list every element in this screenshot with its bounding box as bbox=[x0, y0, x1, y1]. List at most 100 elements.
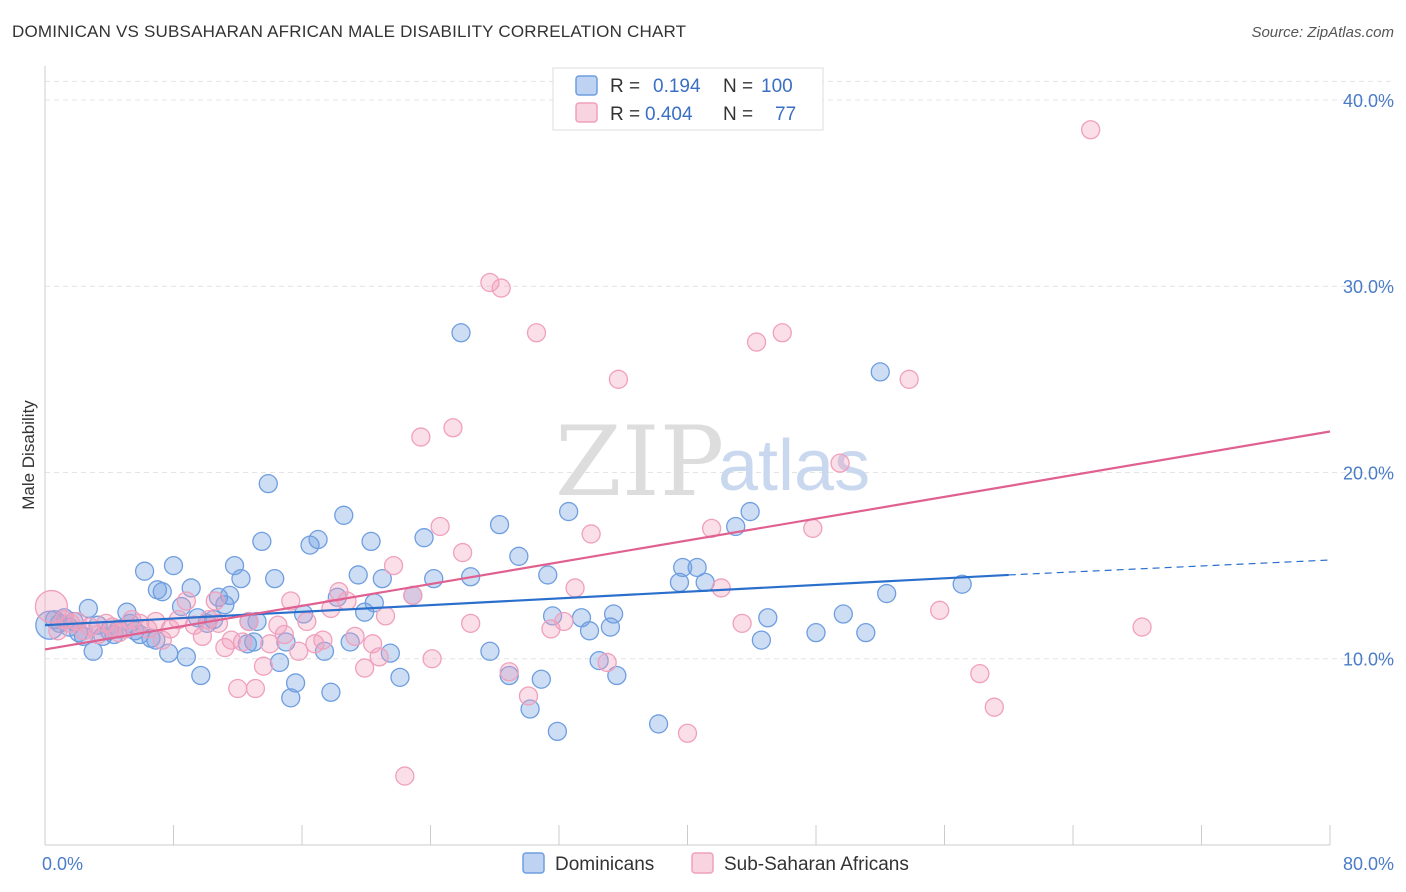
y-axis-label: Male Disability bbox=[19, 400, 38, 510]
dominicans-point bbox=[648, 714, 669, 734]
subsaharan-point bbox=[422, 649, 442, 669]
dominicans-point bbox=[673, 557, 693, 578]
subsaharan-point bbox=[491, 278, 511, 298]
trend-lines bbox=[44, 430, 1331, 651]
legend-r-value-1: 0.194 bbox=[653, 76, 701, 97]
subsaharan-point bbox=[461, 613, 481, 633]
subsaharan-point bbox=[443, 418, 463, 438]
series-legend-swatch-dominicans bbox=[522, 852, 545, 874]
dominicans-point bbox=[191, 665, 211, 686]
dominicans-point bbox=[877, 583, 897, 604]
dominicans-point bbox=[695, 572, 715, 593]
subsaharan-point bbox=[499, 662, 519, 682]
dominicans-point bbox=[265, 568, 285, 589]
dominicans-point bbox=[281, 688, 301, 708]
subsaharan-point bbox=[1081, 120, 1101, 140]
dominicans-point bbox=[252, 531, 272, 552]
subsaharan-point bbox=[215, 637, 235, 658]
subsaharan-point bbox=[375, 606, 396, 626]
dominicans-point bbox=[480, 641, 500, 661]
subsaharan-point bbox=[554, 611, 574, 632]
dominicans-point bbox=[334, 505, 354, 525]
dominicans-point bbox=[870, 362, 890, 382]
dominicans-trend-extension bbox=[1008, 559, 1331, 576]
watermark: ZIP atlas bbox=[555, 406, 870, 518]
axes bbox=[44, 66, 1331, 846]
subsaharan-point bbox=[1132, 617, 1152, 637]
dominicans-point bbox=[361, 531, 381, 552]
subsaharan-point bbox=[746, 332, 767, 352]
y-tick-label: 40.0% bbox=[1343, 91, 1394, 111]
subsaharan-point bbox=[411, 427, 431, 447]
dominicans-point bbox=[285, 673, 306, 693]
series-legend-swatch-subsaharan bbox=[691, 852, 714, 874]
dominicans-point bbox=[806, 623, 826, 643]
dominicans-point bbox=[489, 514, 510, 535]
watermark-zip: ZIP bbox=[555, 406, 724, 518]
subsaharan-point bbox=[803, 518, 823, 538]
dominicans-point bbox=[751, 630, 772, 650]
dominicans-point bbox=[687, 557, 707, 578]
dominicans-point bbox=[740, 501, 760, 522]
dominicans-point bbox=[589, 650, 609, 671]
subsaharan-point bbox=[711, 578, 731, 598]
subsaharan-point bbox=[281, 591, 301, 611]
y-tick-label: 10.0% bbox=[1343, 650, 1394, 670]
y-tick-label: 30.0% bbox=[1343, 277, 1394, 297]
dominicans-point bbox=[215, 595, 235, 615]
dominicans-point bbox=[220, 585, 240, 606]
dominicans-point bbox=[538, 565, 558, 585]
legend-n-value-1: 100 bbox=[761, 76, 793, 97]
legend-swatch-dominicans bbox=[575, 75, 598, 96]
subsaharan-point bbox=[321, 598, 341, 619]
dominicans-point bbox=[509, 546, 529, 566]
subsaharan-point bbox=[152, 630, 172, 650]
subsaharan-point bbox=[597, 652, 617, 673]
subsaharan-point bbox=[395, 766, 415, 786]
subsaharan-trend-line bbox=[44, 430, 1331, 651]
dominicans-point bbox=[321, 682, 341, 702]
watermark-atlas: atlas bbox=[718, 426, 870, 506]
dominicans-point bbox=[258, 473, 278, 494]
dominicans-point bbox=[856, 623, 876, 643]
legend-swatch-subsaharan bbox=[575, 102, 598, 123]
series-legend: Dominicans Sub-Saharan Africans bbox=[522, 852, 909, 875]
dominicans-trend-line bbox=[44, 573, 1009, 627]
dominicans-point bbox=[163, 555, 184, 576]
dominicans-point bbox=[390, 667, 410, 688]
subsaharan-point bbox=[970, 663, 990, 684]
subsaharan-point bbox=[228, 678, 248, 699]
subsaharan-point bbox=[297, 611, 317, 632]
legend-n-label-1: N = bbox=[723, 76, 753, 97]
series-legend-label-subsaharan: Sub-Saharan Africans bbox=[724, 854, 909, 875]
legend-r-label-1: R = bbox=[610, 76, 640, 97]
subsaharan-point bbox=[345, 626, 365, 647]
dominicans-point bbox=[244, 632, 264, 652]
chart-title: DOMINICAN VS SUBSAHARAN AFRICAN MALE DIS… bbox=[12, 22, 687, 41]
subsaharan-point bbox=[430, 516, 450, 537]
dominicans-point bbox=[231, 568, 251, 589]
dominicans-point bbox=[134, 561, 155, 581]
subsaharan-point bbox=[289, 641, 309, 661]
dominicans-point bbox=[603, 604, 624, 624]
series-legend-label-dominicans: Dominicans bbox=[555, 854, 654, 875]
dominicans-point bbox=[176, 647, 197, 667]
dominicans-point bbox=[531, 669, 551, 689]
legend-n-label-2: N = bbox=[723, 104, 753, 125]
legend-r-value-2: 0.404 bbox=[645, 104, 693, 125]
subsaharan-point bbox=[581, 524, 601, 544]
source-label: Source: ZipAtlas.com bbox=[1251, 24, 1394, 41]
dominicans-point bbox=[269, 652, 290, 673]
subsaharan-point bbox=[732, 613, 752, 633]
dominicans-point bbox=[78, 598, 99, 619]
subsaharan-point bbox=[239, 611, 259, 632]
dominicans-point bbox=[607, 665, 627, 686]
subsaharan-point bbox=[772, 323, 792, 343]
subsaharan-point bbox=[930, 600, 950, 620]
x-tick-label-min: 0.0% bbox=[42, 854, 83, 874]
dominicans-point bbox=[558, 501, 579, 522]
legend-box bbox=[552, 67, 824, 131]
subsaharan-point bbox=[526, 323, 547, 343]
dominicans-point bbox=[833, 604, 853, 624]
